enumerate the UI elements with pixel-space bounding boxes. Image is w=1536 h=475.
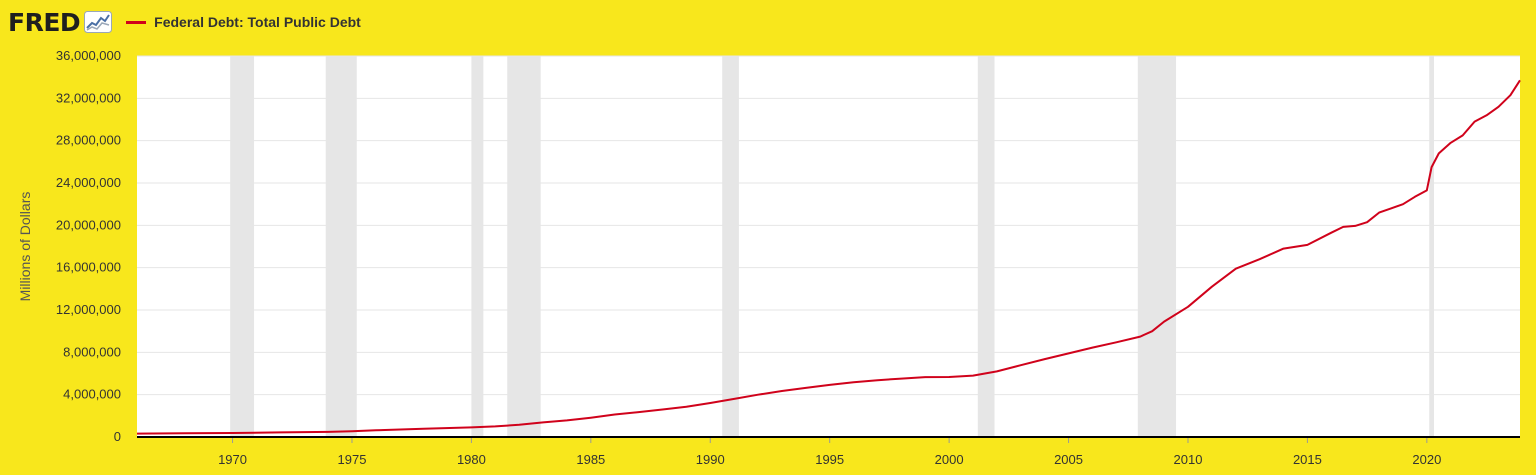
recession-band xyxy=(507,56,541,437)
series-layer xyxy=(136,79,1521,435)
x-tick-label: 2020 xyxy=(1412,452,1441,467)
x-tick-label: 1970 xyxy=(218,452,247,467)
line-chart-icon xyxy=(84,11,113,33)
y-tick-label: 20,000,000 xyxy=(56,217,121,232)
y-tick-label: 16,000,000 xyxy=(56,260,121,275)
x-tick-label: 2015 xyxy=(1293,452,1322,467)
recession-band xyxy=(977,56,995,437)
x-tick-label: 1990 xyxy=(696,452,725,467)
y-tick-label: 24,000,000 xyxy=(56,175,121,190)
recession-band xyxy=(1137,56,1177,437)
recession-band xyxy=(471,56,484,437)
legend-entry[interactable]: Federal Debt: Total Public Debt xyxy=(126,14,361,30)
chart-header: FRED Federal Debt: Total Public Debt xyxy=(8,6,361,38)
y-tick-label: 4,000,000 xyxy=(63,387,121,402)
x-axis-ticks: 1970 1975 1980 1985 1990 1995 2000 2005 2010 2015… xyxy=(218,437,1441,467)
fred-logo[interactable]: FRED xyxy=(8,7,113,37)
y-axis-ticks: 0 4,000,000 8,000,000 12,000,000 16,000,000 2… xyxy=(56,48,121,444)
recession-bands xyxy=(230,56,1435,437)
recession-band xyxy=(230,56,255,437)
recession-band xyxy=(1429,56,1435,437)
x-tick-label: 1975 xyxy=(338,452,367,467)
x-tick-label: 1980 xyxy=(457,452,486,467)
y-tick-label: 36,000,000 xyxy=(56,48,121,63)
plot-background xyxy=(137,56,1520,437)
x-tick-label: 1995 xyxy=(815,452,844,467)
x-tick-label: 1985 xyxy=(576,452,605,467)
legend-label: Federal Debt: Total Public Debt xyxy=(154,14,361,30)
y-tick-label: 32,000,000 xyxy=(56,90,121,105)
x-tick-label: 2005 xyxy=(1054,452,1083,467)
y-axis-label: Millions of Dollars xyxy=(17,192,33,302)
y-tick-label: 0 xyxy=(114,429,121,444)
recession-band xyxy=(722,56,739,437)
y-tick-label: 12,000,000 xyxy=(56,302,121,317)
x-tick-label: 2010 xyxy=(1174,452,1203,467)
series-line xyxy=(136,79,1521,435)
gridlines xyxy=(137,55,1520,396)
y-tick-label: 28,000,000 xyxy=(56,133,121,148)
y-tick-label: 8,000,000 xyxy=(63,344,121,359)
legend-swatch xyxy=(126,20,147,24)
x-tick-label: 2000 xyxy=(935,452,964,467)
fred-logo-text: FRED xyxy=(8,7,81,37)
recession-band xyxy=(325,56,357,437)
